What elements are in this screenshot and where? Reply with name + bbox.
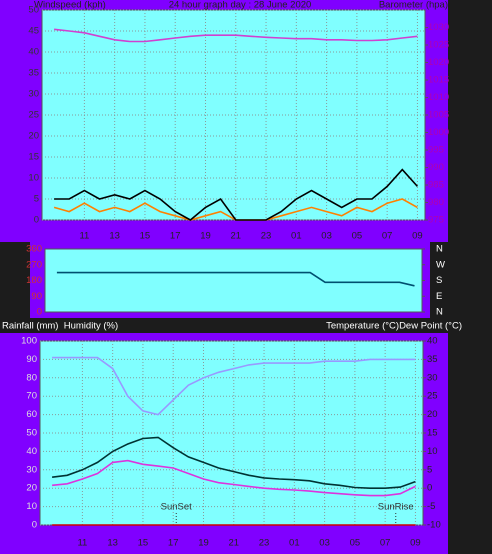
y2-tick-label: 5: [427, 464, 432, 475]
x-tick-label: 01: [289, 538, 300, 549]
x-tick-label: 05: [352, 231, 363, 242]
y2-tick-label: 975: [428, 215, 444, 226]
y2-tick-label: 15: [427, 428, 438, 439]
y2-tick-label: 20: [427, 409, 438, 420]
x-tick-label: 23: [259, 538, 270, 549]
x-tick-label: 09: [412, 231, 423, 242]
y2-tick-label: 990: [428, 162, 444, 173]
title: 24 hour graph day : 28 June 2020: [169, 0, 312, 11]
x-tick-label: 15: [140, 231, 151, 242]
axis-axis-label: Windspeed (kph): [34, 0, 106, 11]
y-tick-label: 30: [28, 89, 39, 100]
y-tick-label: 270: [26, 259, 42, 270]
y2-tick-label: 1000: [428, 127, 449, 138]
annotation-label: SunSet: [161, 502, 193, 513]
series-line: [52, 356, 416, 416]
y-tick-label: 0: [34, 215, 39, 226]
y2-tick-label: 1015: [428, 75, 449, 86]
y-tick-label: 0: [37, 307, 42, 318]
y2-tick-label: W: [436, 259, 445, 270]
y-tick-label: 90: [31, 291, 42, 302]
x-tick-label: 01: [291, 231, 302, 242]
y-tick-label: 15: [28, 152, 39, 163]
x-tick-label: 17: [170, 231, 181, 242]
x-tick-label: 15: [138, 538, 149, 549]
x-tick-label: 19: [200, 231, 211, 242]
y-tick-label: 40: [26, 446, 37, 457]
y-tick-label: 0: [32, 520, 37, 531]
x-tick-label: 21: [230, 231, 241, 242]
y-tick-label: 10: [28, 173, 39, 184]
series-line: [52, 436, 416, 490]
y-tick-label: 25: [28, 110, 39, 121]
y2-tick-label: 1025: [428, 40, 449, 51]
y2-tick-label: 1030: [428, 22, 449, 33]
y2-tick-label: 30: [427, 372, 438, 383]
y2-tick-label: N: [436, 244, 443, 255]
x-tick-label: 03: [319, 538, 330, 549]
y-tick-label: 35: [28, 68, 39, 79]
y2-tick-label: 1010: [428, 92, 449, 103]
y-tick-label: 70: [26, 391, 37, 402]
y-tick-label: 40: [28, 47, 39, 58]
x-tick-label: 13: [109, 231, 120, 242]
plot-area: [44, 248, 423, 313]
y-tick-label: 80: [26, 372, 37, 383]
x-tick-label: 09: [410, 538, 421, 549]
y-tick-label: 45: [28, 26, 39, 37]
y2-tick-label: 1005: [428, 110, 449, 121]
y-tick-label: 100: [21, 336, 37, 347]
y-tick-label: 50: [28, 5, 39, 16]
right-axis-label: Barometer (hpa): [379, 0, 448, 11]
y-tick-label: 180: [26, 275, 42, 286]
y-tick-label: 360: [26, 244, 42, 255]
y-tick-label: 10: [26, 501, 37, 512]
y-tick-label: 20: [28, 131, 39, 142]
y-tick-label: 20: [26, 483, 37, 494]
y-tick-label: 60: [26, 409, 37, 420]
y2-tick-label: -10: [427, 520, 441, 531]
y-tick-label: 30: [26, 464, 37, 475]
y2-tick-label: 0: [427, 483, 432, 494]
series-line: [52, 459, 416, 497]
y2-tick-label: 1020: [428, 57, 449, 68]
y2-tick-label: S: [436, 275, 442, 286]
series-line: [54, 168, 418, 221]
x-tick-label: 19: [198, 538, 209, 549]
x-tick-label: 17: [168, 538, 179, 549]
x-tick-label: 23: [261, 231, 272, 242]
y-tick-label: 90: [26, 354, 37, 365]
x-tick-label: 21: [228, 538, 239, 549]
y2-tick-label: 980: [428, 197, 444, 208]
annotation-label: SunRise: [378, 502, 414, 513]
x-tick-label: 03: [321, 231, 332, 242]
y2-tick-label: 10: [427, 446, 438, 457]
y2-tick-label: 985: [428, 180, 444, 191]
y-tick-label: 50: [26, 428, 37, 439]
y2-tick-label: 40: [427, 336, 438, 347]
y-tick-label: 5: [34, 194, 39, 205]
x-tick-label: 11: [79, 231, 89, 242]
y2-tick-label: N: [436, 307, 443, 318]
x-tick-label: 07: [380, 538, 391, 549]
x-tick-label: 13: [107, 538, 118, 549]
right-axis-label: Temperature (°C)Dew Point (°C): [326, 321, 462, 332]
y2-tick-label: 25: [427, 391, 438, 402]
x-tick-label: 07: [382, 231, 393, 242]
y2-tick-label: E: [436, 291, 442, 302]
x-tick-label: 05: [350, 538, 361, 549]
x-tick-label: 11: [77, 538, 87, 549]
y2-tick-label: -5: [427, 501, 435, 512]
axis-axis-label: Rainfall (mm) Humidity (%): [2, 321, 118, 332]
series-line: [54, 28, 418, 43]
y2-tick-label: 35: [427, 354, 438, 365]
y2-tick-label: 995: [428, 145, 444, 156]
series-line: [56, 271, 415, 287]
